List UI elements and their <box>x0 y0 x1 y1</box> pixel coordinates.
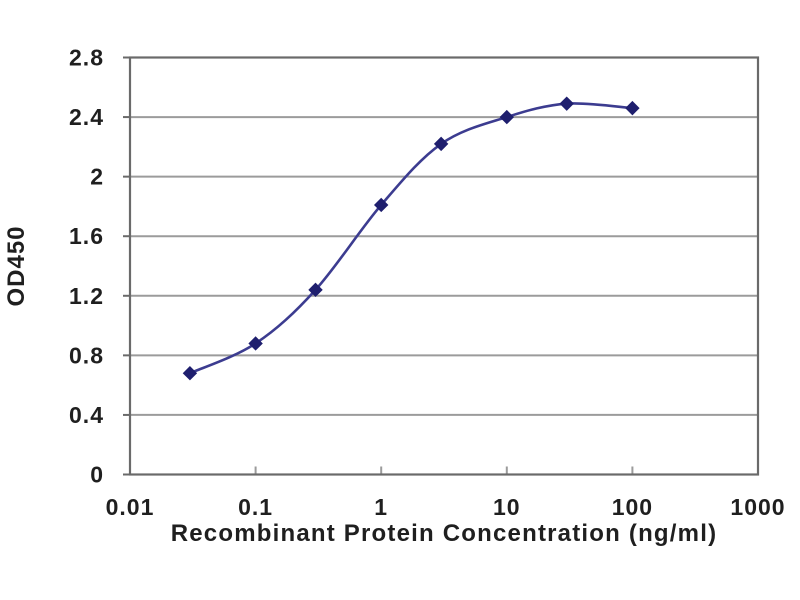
y-tick-label: 0 <box>90 462 104 488</box>
y-tick-label: 1.2 <box>69 283 104 309</box>
data-point <box>182 366 198 381</box>
y-tick-label: 2 <box>90 164 104 190</box>
data-point <box>499 109 515 125</box>
data-point <box>308 282 323 298</box>
x-tick-label: 1000 <box>730 494 785 520</box>
x-tick-label: 100 <box>612 494 653 520</box>
plot-frame <box>128 56 760 476</box>
y-tick-label: 0.4 <box>69 402 104 428</box>
data-point <box>625 100 640 116</box>
x-tick-label: 0.1 <box>238 494 273 520</box>
y-tick-label: 0.8 <box>69 342 104 368</box>
x-tick-label: 10 <box>493 494 521 520</box>
y-tick-label: 1.6 <box>69 223 104 249</box>
y-axis-title: OD450 <box>3 225 30 306</box>
series-line <box>189 102 633 375</box>
data-point <box>373 197 389 213</box>
x-tick-label: 0.01 <box>106 494 155 520</box>
data-point <box>559 96 574 111</box>
x-tick-label: 1 <box>374 494 388 520</box>
y-tick-label: 2.4 <box>69 104 104 130</box>
data-point <box>433 136 449 152</box>
data-point <box>248 336 263 351</box>
x-axis-title: Recombinant Protein Concentration (ng/ml… <box>171 520 718 547</box>
y-tick-label: 2.8 <box>69 45 104 71</box>
